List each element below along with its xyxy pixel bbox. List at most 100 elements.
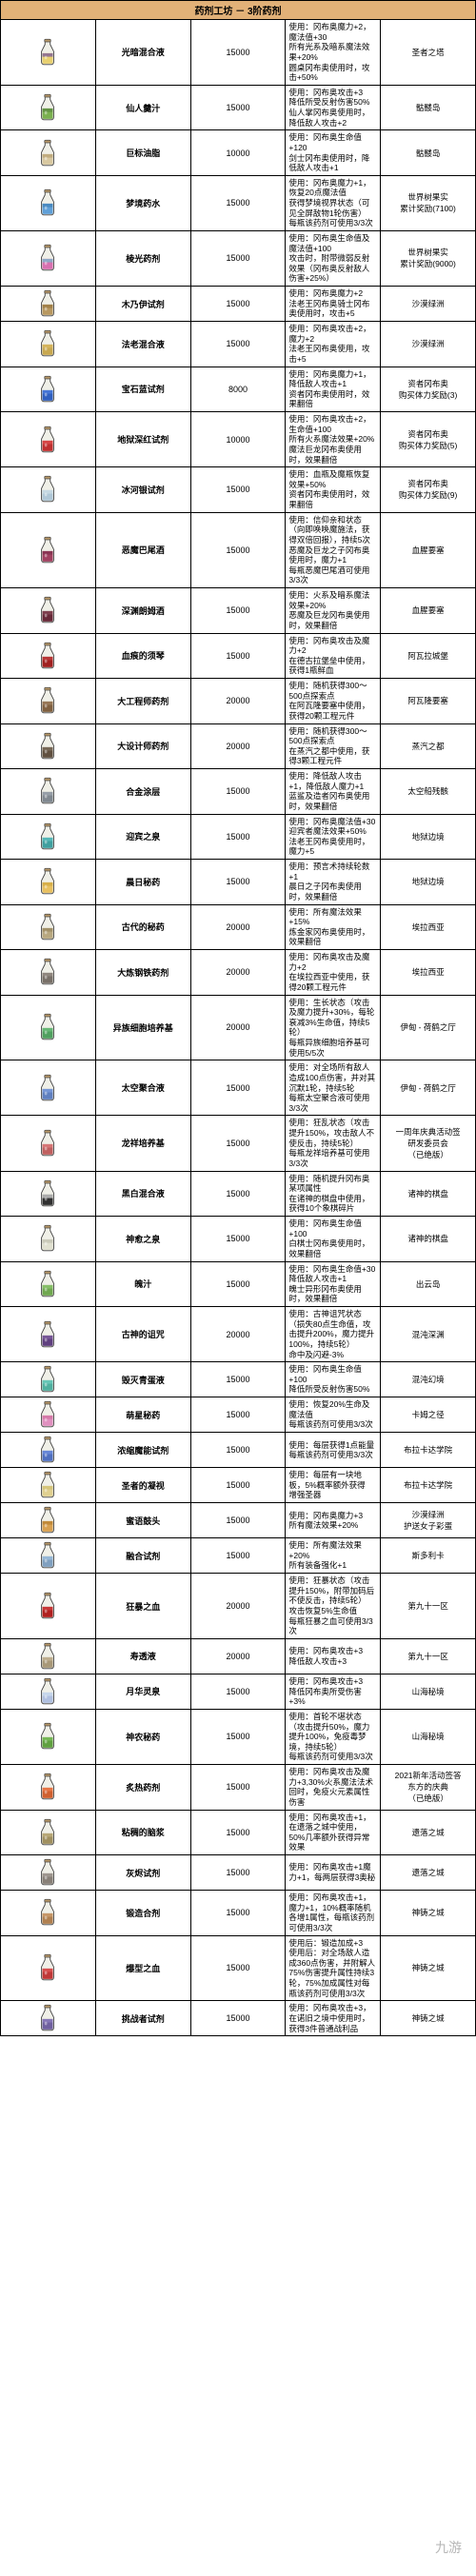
potion-desc: 使用：冈布奥魔力+1，恢复20点魔法值获得梦境视界状态（可见全屏敌物1轮伤害）每… [286, 175, 381, 230]
potion-cost: 15000 [190, 512, 286, 587]
potion-icon-cell [1, 1217, 96, 1262]
table-row: 木乃伊试剂 15000 使用：冈布奥魔力+2法老王冈布奥骑士冈布奥使用时，攻击+… [1, 287, 476, 322]
table-row: 神农秘药 15000 使用：首轮不堪状态（攻击提升50%，魔力提升100%，免疫… [1, 1709, 476, 1764]
potion-desc: 使用：冈布奥攻击+1魔力+1，每两层获得3奥秘 [286, 1855, 381, 1891]
potion-desc: 使用：恢复20%生命及魔法值每瓶该药剂可使用3/3次 [286, 1397, 381, 1433]
potion-location: 一周年庆典活动签研发委员会（已绝版） [381, 1116, 476, 1171]
potion-name: 宝石蓝试剂 [95, 367, 190, 412]
potion-cost: 15000 [190, 85, 286, 130]
potion-desc: 使用：所有魔法效果+20%所有装备强化+1 [286, 1538, 381, 1574]
table-row: 浓缩魔能试剂 15000 使用：每层获得1点能量每瓶该药剂可使用3/3次 布拉卡… [1, 1433, 476, 1468]
potion-desc: 使用：冈布奥攻击+1，在遗落之城中使用，50%几率额外获得异常效果 [286, 1810, 381, 1855]
table-row: 古代的秘药 20000 使用：所有魔法效果+15%炼金家冈布奥使用时，效果翻倍 … [1, 904, 476, 950]
potion-name: 仙人羹汁 [95, 85, 190, 130]
potion-desc: 使用：冈布奥魔力+2法老王冈布奥骑士冈布奥使用时，攻击+5 [286, 287, 381, 322]
potion-name: 古代的秘药 [95, 904, 190, 950]
potion-desc: 使用：冈布奥生命值及魔法值+100攻击时，附带微弱反射效果（冈布奥反射敌人伤害+… [286, 230, 381, 286]
potion-desc: 使用：冈布奥魔力+1，降低敌人攻击+1资者冈布奥使用时，效果翻倍 [286, 367, 381, 412]
potion-location: 资者冈布奥购买体力奖励(5) [381, 412, 476, 467]
potion-name: 寿透液 [95, 1638, 190, 1674]
potion-icon-cell [1, 814, 96, 860]
potion-desc: 使用：预言术持续轮数+1晨日之子冈布奥使用时，效果翻倍 [286, 860, 381, 905]
potion-cost: 20000 [190, 679, 286, 724]
potion-icon-cell [1, 1397, 96, 1433]
table-row: 蜜语鼓头 15000 使用：冈布奥魔力+3所有魔法效果+20% 沙漠绿洲护送女子… [1, 1503, 476, 1538]
potion-location: 资者冈布奥购买体力奖励(9) [381, 467, 476, 513]
potion-icon-cell [1, 1709, 96, 1764]
potion-cost: 15000 [190, 230, 286, 286]
potion-location: 伊甸 - 荷鹤之厅 [381, 1060, 476, 1116]
potion-name: 爆型之血 [95, 1935, 190, 2001]
potion-icon-cell [1, 1433, 96, 1468]
potion-name: 锻造合剂 [95, 1891, 190, 1936]
potion-location: 混沌深渊 [381, 1307, 476, 1362]
potion-location: 骷髅岛 [381, 130, 476, 176]
potion-icon-cell [1, 1362, 96, 1397]
potion-icon-cell [1, 633, 96, 679]
potion-name: 融合试剂 [95, 1538, 190, 1574]
potion-desc: 使用：冈布奥生命值+120剑士冈布奥使用时，降低敌人攻击+1 [286, 130, 381, 176]
potion-name: 地狱深红试剂 [95, 412, 190, 467]
potion-name: 木乃伊试剂 [95, 287, 190, 322]
potion-cost: 10000 [190, 130, 286, 176]
table-row: 法老混合液 15000 使用：冈布奥攻击+2，魔力+2法老王冈布奥使用，攻击+5… [1, 322, 476, 367]
table-row: 梦境药水 15000 使用：冈布奥魔力+1，恢复20点魔法值获得梦境视界状态（可… [1, 175, 476, 230]
table-row: 冰河银试剂 15000 使用：血瓶及魔瓶恢复效果+50%资者冈布奥使用时，效果翻… [1, 467, 476, 513]
potion-cost: 15000 [190, 1261, 286, 1307]
potion-name: 太空聚合液 [95, 1060, 190, 1116]
potion-desc: 使用：随机提升冈布奥某项属性在诸神的棋盘中使用，获得10个象棋碎片 [286, 1171, 381, 1217]
table-row: 龙祥培养基 15000 使用：狂乱状态（攻击提升150%，攻击敌人不使反击，持续… [1, 1116, 476, 1171]
potion-name: 晨日秘药 [95, 860, 190, 905]
potion-cost: 10000 [190, 412, 286, 467]
potion-cost: 15000 [190, 322, 286, 367]
potion-icon-cell [1, 1574, 96, 1639]
potion-name: 魄汁 [95, 1261, 190, 1307]
potion-icon-cell [1, 860, 96, 905]
potion-desc: 使用：冈布奥攻击+1，魔力+1，10%概率随机各增1属性，每瓶该药剂可使用3/3… [286, 1891, 381, 1936]
potion-icon-cell [1, 995, 96, 1060]
potion-name: 浓缩魔能试剂 [95, 1433, 190, 1468]
potion-location: 沙漠绿洲 [381, 322, 476, 367]
table-row: 炙热药剂 15000 使用：冈布奥攻击及魔力+3,30%火系魔法法术回时，免疫火… [1, 1765, 476, 1811]
potion-location: 资者冈布奥购买体力奖励(3) [381, 367, 476, 412]
potion-name: 恶魔巴尾酒 [95, 512, 190, 587]
potion-cost: 15000 [190, 1362, 286, 1397]
potion-name: 黑白混合液 [95, 1171, 190, 1217]
potion-icon-cell [1, 1765, 96, 1811]
potion-cost: 15000 [190, 633, 286, 679]
table-row: 大炼钢铁药剂 20000 使用：冈布奥攻击及魔力+2在埃拉西亚中使用，获得20颗… [1, 950, 476, 996]
potion-cost: 20000 [190, 995, 286, 1060]
potion-desc: 使用：冈布奥攻击+2，魔力+2法老王冈布奥使用，攻击+5 [286, 322, 381, 367]
potion-desc: 使用：随机获得300～500点探索点在蒸汽之都中使用，获得3颗工程元件 [286, 723, 381, 769]
potion-name: 血痕的须琴 [95, 633, 190, 679]
potion-desc: 使用：古神诅咒状态（损失80点生命值，攻击提升200%，魔力提升100%，持续5… [286, 1307, 381, 1362]
potion-desc: 使用：每层有一块地板，5%概率额外获得增强圣器 [286, 1468, 381, 1503]
potion-icon-cell [1, 467, 96, 513]
potion-location: 血腥要塞 [381, 512, 476, 587]
potion-cost: 15000 [190, 1116, 286, 1171]
potion-cost: 15000 [190, 1765, 286, 1811]
table-row: 太空聚合液 15000 使用：对全场所有敌人造成100点伤害，并对其沉默1轮，持… [1, 1060, 476, 1116]
potion-location: 血腥要塞 [381, 588, 476, 634]
potion-location: 第九十一区 [381, 1574, 476, 1639]
potion-location: 地狱边境 [381, 814, 476, 860]
table-row: 狂暴之血 20000 使用：狂暴状态（攻击提升150%，附带加码后不使反击，持续… [1, 1574, 476, 1639]
potion-icon-cell [1, 1116, 96, 1171]
potion-location: 埃拉西亚 [381, 904, 476, 950]
potion-desc: 使用：冈布奥魔法值+30迎宾者魔法效果+50%法老王冈布奥使用时，魔力+5 [286, 814, 381, 860]
potion-desc: 使用：冈布奥攻击及魔力+2在德古拉堡垒中使用，获得1瓶鲜血 [286, 633, 381, 679]
potion-cost: 15000 [190, 1397, 286, 1433]
potion-desc: 使用：冈布奥生命值+100白棋士冈布奥使用时，效果翻倍 [286, 1217, 381, 1262]
potion-name: 梦境药水 [95, 175, 190, 230]
potion-cost: 15000 [190, 175, 286, 230]
potion-name: 法老混合液 [95, 322, 190, 367]
potion-icon-cell [1, 679, 96, 724]
potion-location: 神铸之城 [381, 1891, 476, 1936]
potion-name: 龙祥培养基 [95, 1116, 190, 1171]
potion-name: 合金涂层 [95, 769, 190, 815]
potion-desc: 使用：信仰亲和状态（向即唤唤魔施法，获得双倍回报），持续5次恶魔及巨龙之子冈布奥… [286, 512, 381, 587]
potion-name: 大炼钢铁药剂 [95, 950, 190, 996]
table-row: 粘稠的脑浆 15000 使用：冈布奥攻击+1，在遗落之城中使用，50%几率额外获… [1, 1810, 476, 1855]
potion-location: 骷髅岛 [381, 85, 476, 130]
table-row: 仙人羹汁 15000 使用：冈布奥攻击+3降低所受反射伤害50%仙人掌冈布奥使用… [1, 85, 476, 130]
